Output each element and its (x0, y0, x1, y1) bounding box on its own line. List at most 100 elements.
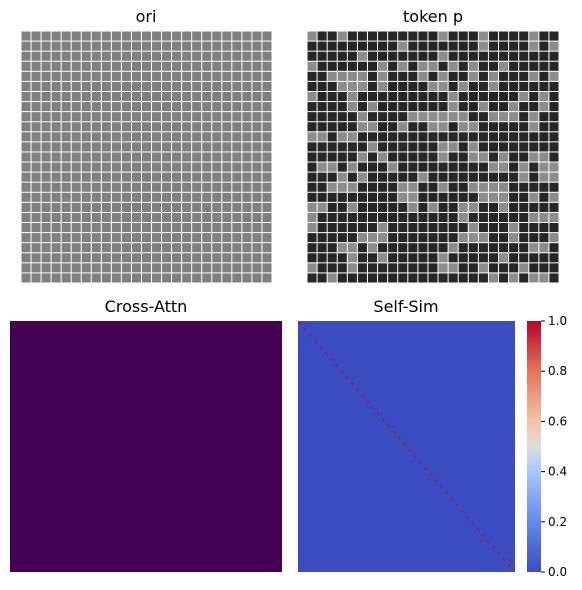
token-p-cell (357, 41, 367, 51)
ori-cell (242, 263, 252, 273)
token-p-cell (317, 61, 327, 71)
token-p-cell (337, 102, 347, 112)
token-p-cell (519, 162, 529, 172)
token-p-cell (488, 102, 499, 112)
ori-cell (41, 71, 51, 81)
ori-cell (172, 253, 182, 263)
ori-cell (21, 223, 31, 233)
token-p-cell (347, 142, 357, 152)
token-p-cell (519, 223, 529, 233)
ori-cell (31, 223, 41, 233)
ori-cell (242, 202, 252, 212)
token-p-cell (488, 253, 499, 263)
token-p-cell (529, 41, 539, 51)
ori-cell (152, 122, 162, 132)
ori-cell (162, 132, 172, 142)
token-p-cell (478, 202, 488, 212)
token-p-cell (327, 223, 337, 233)
token-p-grid (307, 31, 559, 283)
ori-cell (242, 142, 252, 152)
ori-cell (152, 132, 162, 142)
token-p-cell (488, 192, 499, 202)
ori-cell (222, 102, 232, 112)
token-p-cell (418, 132, 428, 142)
token-p-cell (378, 102, 388, 112)
token-p-cell (347, 263, 357, 273)
token-p-cell (428, 243, 438, 253)
token-p-cell (317, 182, 327, 192)
token-p-cell (499, 41, 509, 51)
ori-cell (121, 152, 131, 162)
token-p-cell (327, 91, 337, 102)
ori-cell (61, 243, 71, 253)
ori-cell (51, 192, 61, 202)
token-p-cell (357, 91, 367, 102)
token-p-cell (327, 102, 337, 112)
ori-cell (91, 212, 101, 223)
token-p-cell (519, 31, 529, 41)
token-p-cell (317, 172, 327, 182)
token-p-cell (307, 192, 317, 202)
token-p-cell (337, 152, 347, 162)
ori-cell (51, 253, 61, 263)
ori-cell (21, 31, 31, 41)
token-p-cell (337, 91, 347, 102)
ori-cell (81, 172, 91, 182)
token-p-cell (347, 192, 357, 202)
token-p-cell (519, 61, 529, 71)
token-p-cell (448, 61, 458, 71)
token-p-cell (549, 253, 559, 263)
ori-cell (41, 172, 51, 182)
token-p-cell (367, 212, 378, 223)
token-p-cell (337, 31, 347, 41)
ori-cell (111, 81, 121, 91)
token-p-cell (529, 202, 539, 212)
token-p-cell (448, 132, 458, 142)
ori-cell (51, 223, 61, 233)
ori-cell (61, 152, 71, 162)
token-p-cell (488, 263, 499, 273)
ori-cell (51, 142, 61, 152)
ori-cell (51, 202, 61, 212)
ori-cell (81, 71, 91, 81)
token-p-cell (539, 243, 549, 253)
ori-cell (31, 152, 41, 162)
colorbar-ticks: 0.0 0.2 0.4 0.6 0.8 1.0 (541, 314, 567, 579)
token-p-cell (337, 253, 347, 263)
ori-cell (51, 61, 61, 71)
ori-cell (252, 182, 262, 192)
ori-cell (121, 243, 131, 253)
ori-cell (71, 122, 81, 132)
token-p-cell (378, 112, 388, 122)
token-p-cell (337, 41, 347, 51)
ori-cell (212, 71, 222, 81)
token-p-cell (367, 122, 378, 132)
token-p-cell (509, 172, 519, 182)
token-p-cell (307, 122, 317, 132)
token-p-cell (337, 51, 347, 61)
token-p-cell (367, 162, 378, 172)
ori-cell (232, 112, 242, 122)
token-p-cell (448, 243, 458, 253)
ori-cell (111, 102, 121, 112)
ori-cell (41, 192, 51, 202)
ori-cell (152, 112, 162, 122)
ori-cell (262, 51, 272, 61)
ori-cell (152, 81, 162, 91)
ori-cell (111, 263, 121, 273)
token-p-cell (438, 253, 448, 263)
token-p-cell (438, 212, 448, 223)
ori-cell (242, 81, 252, 91)
ori-cell (91, 41, 101, 51)
ori-cell (202, 91, 212, 102)
token-p-cell (327, 273, 337, 283)
ori-cell (202, 253, 212, 263)
token-p-cell (347, 132, 357, 142)
ori-cell (31, 263, 41, 273)
ori-cell (101, 31, 111, 41)
token-p-cell (357, 243, 367, 253)
token-p-cell (388, 162, 398, 172)
panel-token-p-title: token p (403, 7, 463, 26)
ori-cell (202, 132, 212, 142)
ori-cell (192, 122, 202, 132)
